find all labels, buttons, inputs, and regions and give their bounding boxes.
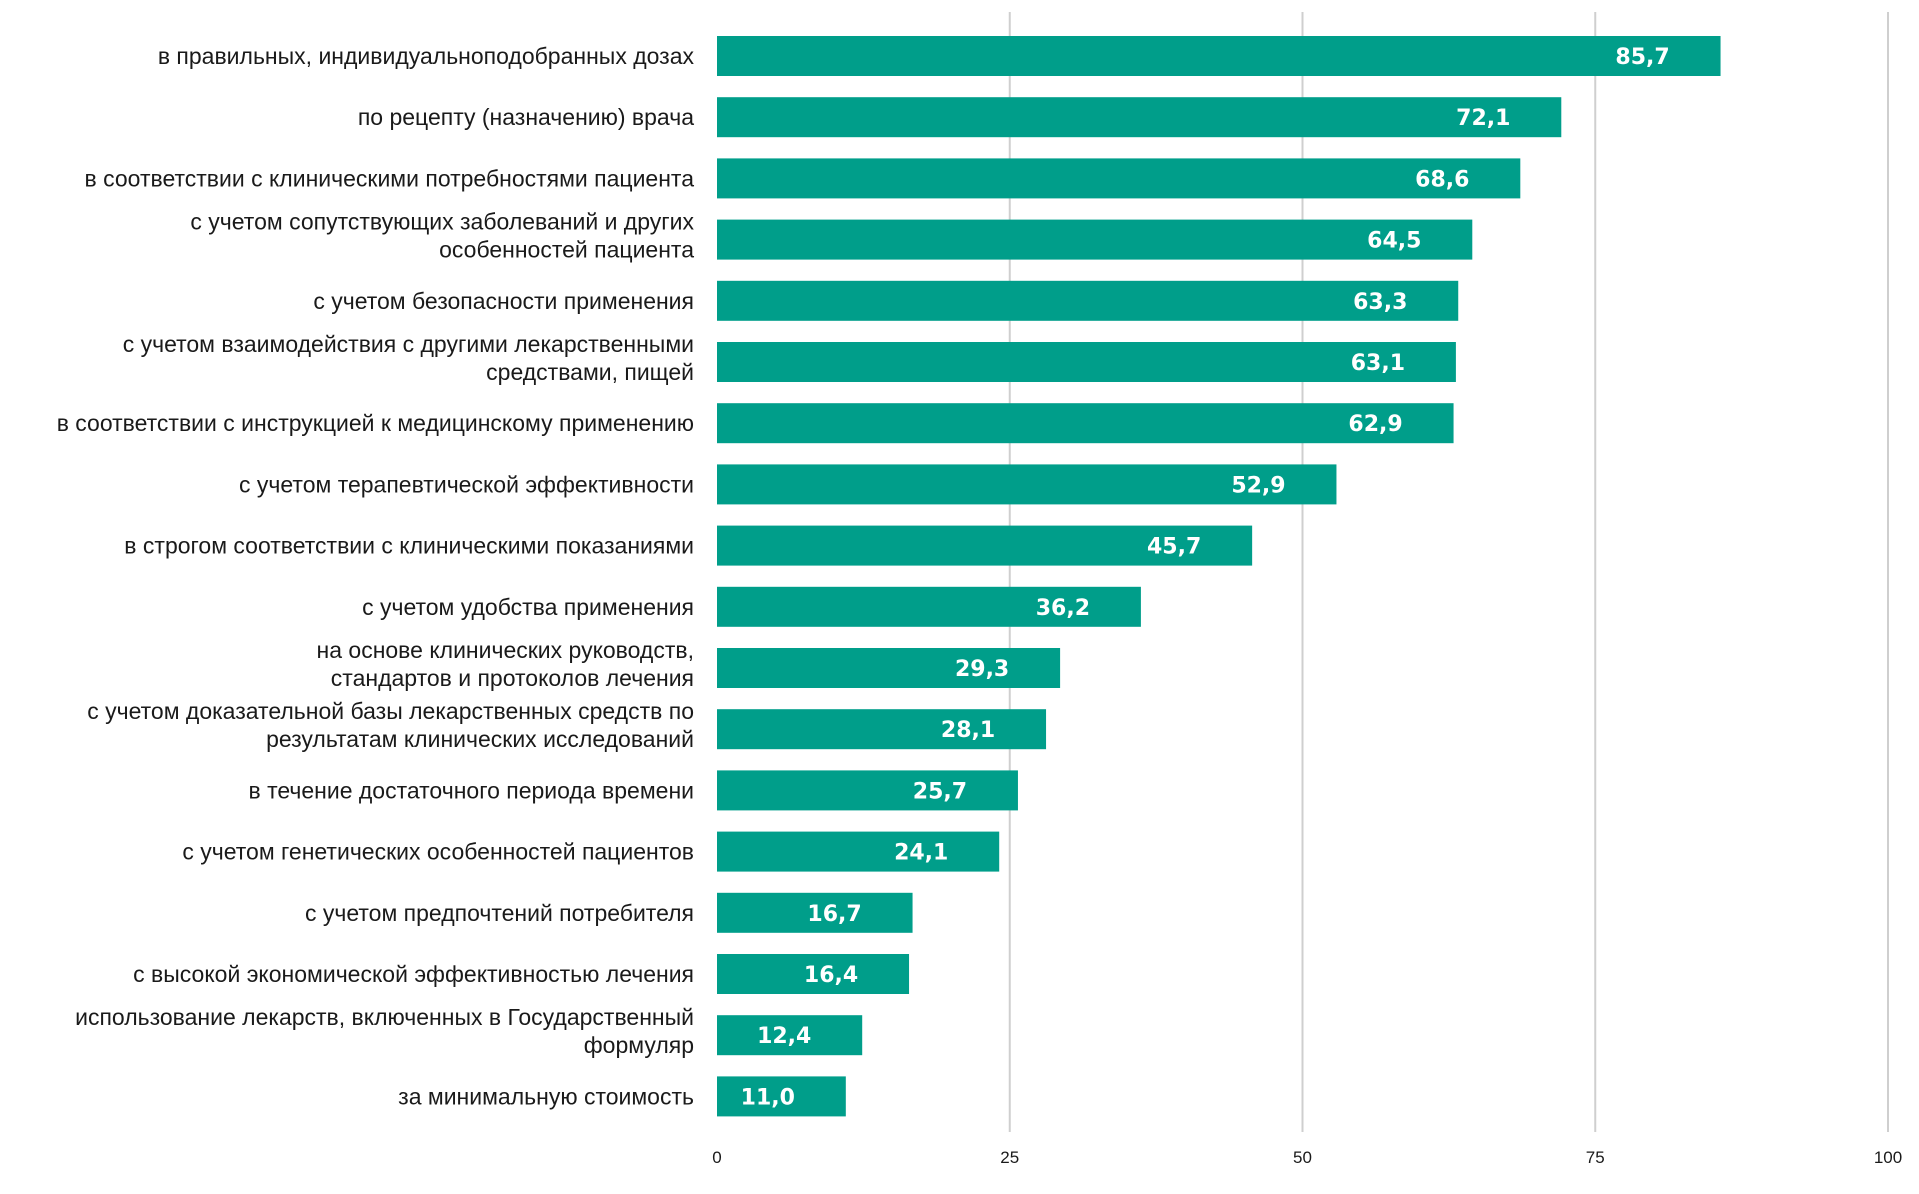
- data-label: 28,1: [941, 718, 995, 743]
- x-tick-label: 25: [1000, 1148, 1019, 1167]
- category-label: с учетом сопутствующих заболеваний и дру…: [190, 209, 694, 235]
- bar: [717, 648, 1061, 688]
- category-label: формуляр: [584, 1032, 694, 1058]
- category-label: с учетом удобства применения: [362, 594, 694, 620]
- bar: [717, 280, 1459, 321]
- bar: [717, 892, 913, 933]
- data-label: 29,3: [955, 657, 1009, 682]
- category-label: стандартов и протоколов лечения: [331, 665, 694, 691]
- bar: [717, 219, 1473, 260]
- data-label: 12,4: [757, 1024, 811, 1049]
- x-axis-ticks: 0 25 50 75 100: [712, 1148, 1902, 1167]
- category-label: с учетом предпочтений потребителя: [305, 900, 694, 926]
- category-label: использование лекарств, включенных в Гос…: [75, 1004, 694, 1030]
- category-label: в соответствии с клиническими потребност…: [85, 165, 695, 191]
- bar: [717, 709, 1047, 750]
- category-label: с учетом безопасности применения: [313, 288, 694, 314]
- category-label: на основе клинических руководств,: [317, 637, 694, 663]
- data-label: 24,1: [894, 841, 948, 866]
- category-label: в соответствии с инструкцией к медицинск…: [57, 410, 694, 436]
- x-tick-label: 100: [1874, 1148, 1902, 1167]
- category-label: с учетом доказательной базы лекарственны…: [87, 698, 694, 724]
- category-labels: в правильных, индивидуальноподобранных д…: [57, 43, 695, 1109]
- gridlines: [1008, 12, 1889, 1132]
- bar: [717, 403, 1454, 444]
- category-label: в правильных, индивидуальноподобранных д…: [158, 43, 695, 69]
- x-tick-label: 0: [712, 1148, 721, 1167]
- category-label: по рецепту (назначению) врача: [358, 104, 694, 130]
- bar: [717, 1076, 846, 1117]
- category-label: в строгом соответствии с клиническими по…: [124, 533, 694, 559]
- category-label: с учетом терапевтической эффективности: [239, 471, 694, 497]
- category-label: средствами, пищей: [486, 359, 694, 385]
- bar: [717, 36, 1721, 76]
- data-label: 85,7: [1615, 45, 1669, 70]
- category-label: в течение достаточного периода времени: [248, 777, 694, 803]
- bar: [717, 342, 1456, 382]
- data-label: 16,4: [804, 963, 858, 988]
- data-label: 62,9: [1348, 412, 1402, 437]
- category-label: с высокой экономической эффективностью л…: [133, 961, 694, 987]
- bar: [717, 954, 910, 994]
- category-label: с учетом взаимодействия с другими лекарс…: [123, 331, 694, 357]
- category-label: результатам клинических исследований: [266, 726, 694, 752]
- data-label: 45,7: [1147, 535, 1201, 560]
- data-label: 68,6: [1415, 167, 1469, 192]
- data-label: 36,2: [1036, 596, 1090, 621]
- bar: [717, 525, 1253, 566]
- data-label: 64,5: [1367, 229, 1421, 254]
- data-label: 63,3: [1353, 290, 1407, 315]
- bars: 85,7 72,1 68,6 64,5 63,3 63,1 62,9 52,9 45,7 36,2…: [717, 36, 1721, 1117]
- bar: [717, 464, 1337, 505]
- category-label: за минимальную стоимость: [398, 1083, 694, 1109]
- bar: [717, 586, 1141, 627]
- data-label: 25,7: [913, 779, 967, 804]
- bar: [717, 1015, 863, 1056]
- x-tick-label: 50: [1293, 1148, 1312, 1167]
- data-label: 52,9: [1231, 473, 1285, 498]
- bar: [717, 158, 1521, 199]
- data-label: 72,1: [1456, 106, 1510, 131]
- bar: [717, 770, 1018, 811]
- category-label: с учетом генетических особенностей пацие…: [182, 839, 694, 865]
- data-label: 11,0: [741, 1085, 795, 1110]
- data-label: 16,7: [807, 902, 861, 927]
- bar: [717, 831, 1000, 872]
- bar: [717, 97, 1562, 138]
- data-label: 63,1: [1351, 351, 1405, 376]
- category-label: особенностей пациента: [439, 237, 694, 263]
- x-tick-label: 75: [1586, 1148, 1605, 1167]
